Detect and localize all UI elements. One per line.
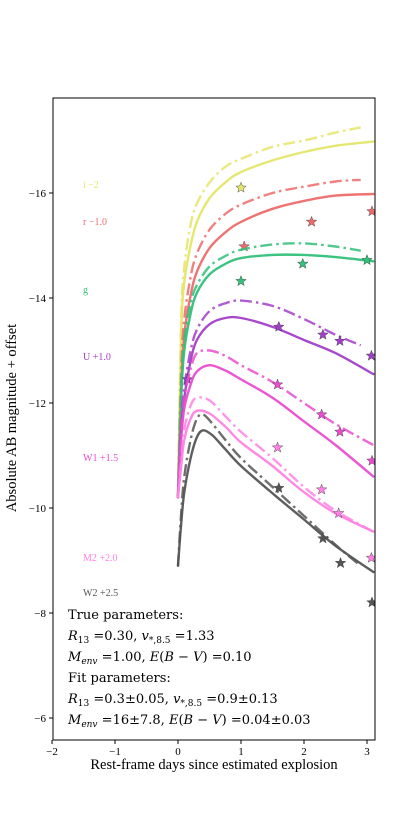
- x-tick-label: 1: [238, 746, 244, 758]
- series-6-true-model-line: [176, 413, 362, 567]
- series-4-fit-model-line: [176, 364, 375, 499]
- true-ebv-value: 0.10: [223, 650, 252, 665]
- x-tick-label: 0: [175, 746, 181, 758]
- series-6-fit-model-line: [176, 429, 375, 574]
- fit-menv-value: 16±7.8: [113, 713, 161, 728]
- series-5-true-model-line: [176, 396, 374, 533]
- series-3-observed-point: [365, 349, 375, 361]
- fit-params-line2: Menv =16±7.8, E(B − V) =0.04±0.03: [67, 713, 311, 730]
- series-4-observed-point: [334, 425, 346, 437]
- series-5-observed-point: [315, 483, 328, 495]
- series-6-observed-point: [366, 596, 375, 608]
- series-0-fit-model-line: [176, 140, 375, 499]
- series-5-observed-point: [332, 507, 345, 519]
- series-3-observed-point: [317, 328, 329, 340]
- series-0-band-label: i −2: [83, 180, 99, 191]
- series-2-observed-point: [296, 257, 309, 269]
- series-2-observed-point: [361, 254, 373, 266]
- fit-r13-value: 0.3±0.05: [104, 692, 165, 707]
- x-tick-label: 2: [301, 746, 307, 758]
- true-params-heading: True parameters:: [68, 608, 183, 623]
- x-tick-label: 3: [364, 746, 370, 758]
- series-5-observed-point: [271, 441, 284, 453]
- x-tick-label: −1: [109, 746, 121, 758]
- y-tick-label: −8: [34, 608, 46, 620]
- series-2-observed-point: [235, 275, 247, 287]
- true-params-line1: R13 =0.30, v*,8.5 =1.33: [67, 629, 215, 646]
- series-1-observed-point: [305, 215, 318, 227]
- series-4-true-model-line: [176, 349, 374, 498]
- series-4-observed-point: [271, 378, 284, 390]
- series-1-observed-point: [366, 205, 375, 217]
- true-r13-value: 0.30: [104, 629, 133, 644]
- true-params-line2: Menv =1.00, E(B − V) =0.10: [67, 650, 252, 667]
- y-axis-title: Absolute AB magnitude + offset: [4, 324, 20, 512]
- series-3-observed-point: [273, 320, 285, 332]
- y-tick-label: −6: [34, 713, 46, 725]
- y-tick-label: −14: [29, 293, 47, 305]
- fit-ebv-value: 0.04±0.03: [242, 713, 311, 728]
- plot-frame: [52, 97, 376, 741]
- series-4-band-label: W1 +1.5: [83, 453, 118, 464]
- series-3-true-model-line: [176, 299, 362, 498]
- band-labels: i −2 r −1.0 g U +1.0 W1 +1.5 M2 +2.0 W2 +2.5: [83, 180, 118, 599]
- series-1-band-label: r −1.0: [83, 217, 107, 228]
- series-6-observed-point: [317, 532, 329, 544]
- true-v-value: 1.33: [186, 629, 215, 644]
- x-axis-title: Rest-frame days since estimated explosio…: [90, 757, 338, 773]
- series-2-band-label: g: [83, 285, 88, 296]
- parameter-annotations: True parameters: R13 =0.30, v*,8.5 =1.33…: [67, 608, 311, 730]
- series-2-true-model-line: [176, 242, 361, 498]
- series-5-band-label: M2 +2.0: [83, 553, 118, 564]
- true-menv-value: 1.00: [113, 650, 142, 665]
- series-1-true-model-line: [176, 178, 361, 498]
- fit-v-value: 0.9±0.13: [217, 692, 278, 707]
- series-3-observed-point: [334, 335, 346, 346]
- series-6-band-label: W2 +2.5: [83, 588, 118, 599]
- series-6-observed-point: [273, 481, 285, 493]
- series-6-observed-point: [334, 557, 347, 569]
- series-0-observed-point: [235, 181, 247, 193]
- fit-params-heading: Fit parameters:: [68, 671, 171, 686]
- series-0-true-model-line: [176, 126, 361, 498]
- x-tick-label: −2: [46, 746, 58, 758]
- axis-ticks: −2 −1 0 1 2 3−6−8−10−12−14−16: [29, 188, 370, 758]
- y-tick-label: −10: [29, 503, 47, 515]
- series-4-observed-point: [366, 454, 375, 466]
- series-4-observed-point: [315, 408, 328, 420]
- plot-area: [176, 126, 375, 608]
- y-tick-label: −12: [29, 398, 46, 410]
- series-5-observed-point: [365, 551, 375, 563]
- fit-params-line1: R13 =0.3±0.05, v*,8.5 =0.9±0.13: [67, 692, 278, 709]
- series-3-band-label: U +1.0: [83, 352, 111, 363]
- y-tick-label: −16: [29, 188, 47, 200]
